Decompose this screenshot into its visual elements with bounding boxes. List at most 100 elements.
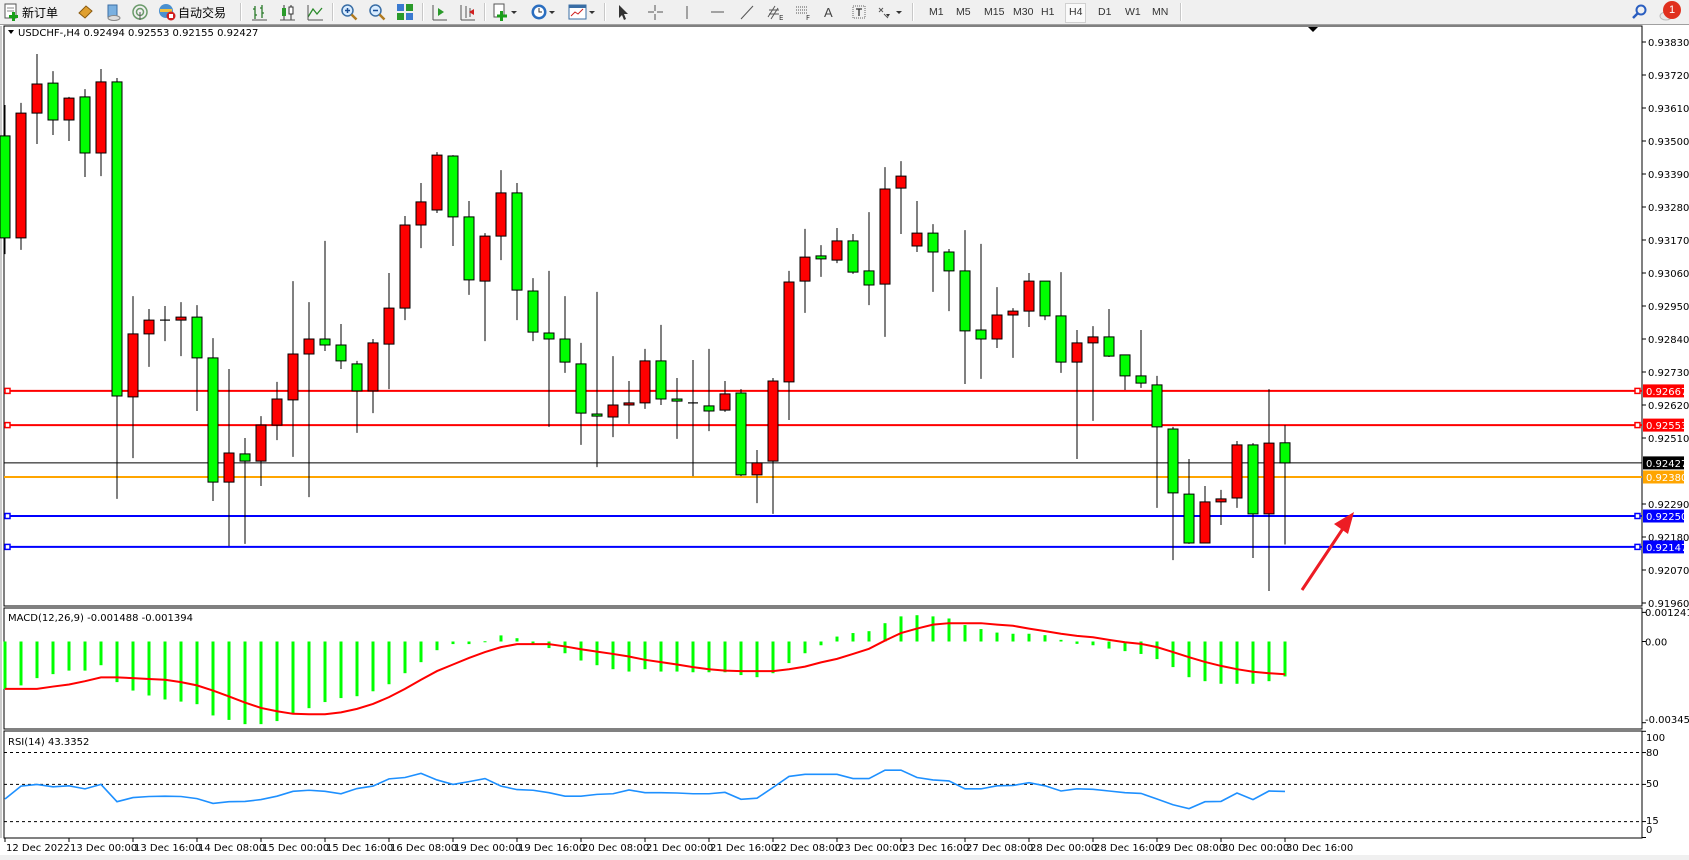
candle bbox=[1103, 309, 1115, 357]
timeframe-h1[interactable]: H1 bbox=[1041, 6, 1055, 18]
candle bbox=[207, 338, 219, 501]
candle bbox=[15, 102, 27, 250]
templates-icon bbox=[568, 3, 596, 21]
text-label-button[interactable] bbox=[850, 2, 868, 22]
price-tick-label: 0.92180 bbox=[1648, 533, 1689, 544]
time-axis-label: 13 Dec 00:00 bbox=[70, 843, 137, 854]
timeframe-mn[interactable]: MN bbox=[1152, 6, 1169, 18]
search-button[interactable] bbox=[1630, 2, 1648, 22]
candle bbox=[959, 230, 971, 384]
zoom-in-icon bbox=[340, 3, 358, 21]
new-order-button[interactable]: 新订单 bbox=[4, 2, 58, 22]
vertical-line-button[interactable] bbox=[678, 2, 696, 22]
candle-body bbox=[767, 380, 779, 462]
line-handle bbox=[1634, 421, 1641, 429]
macd-histogram-bar bbox=[355, 641, 359, 697]
timeframe-d1[interactable]: D1 bbox=[1098, 6, 1112, 18]
notification-count-badge: 1 bbox=[1663, 1, 1681, 19]
timeframe-h4[interactable]: H4 bbox=[1065, 3, 1087, 23]
horizontal-line-button[interactable] bbox=[708, 2, 726, 22]
macd-histogram-bar bbox=[1075, 641, 1079, 644]
tile-windows-button[interactable] bbox=[396, 2, 414, 22]
indicators-dropdown[interactable] bbox=[492, 2, 518, 22]
macd-histogram-bar bbox=[323, 641, 327, 703]
status-strip bbox=[0, 855, 1689, 860]
candle bbox=[1215, 489, 1227, 525]
candle bbox=[863, 212, 875, 306]
arrows-dropdown[interactable] bbox=[876, 2, 904, 22]
macd-histogram-bar bbox=[387, 641, 391, 685]
candle bbox=[79, 89, 91, 177]
macd-histogram-bar bbox=[675, 641, 679, 672]
price-label-box bbox=[1643, 509, 1684, 523]
macd-histogram-bar bbox=[115, 641, 119, 683]
signals-button[interactable] bbox=[131, 2, 149, 22]
timeframe-m5[interactable]: M5 bbox=[956, 6, 971, 18]
candle bbox=[943, 249, 955, 312]
candle bbox=[671, 378, 683, 439]
zoom-out-icon bbox=[368, 3, 386, 21]
timeframe-m15[interactable]: M15 bbox=[984, 6, 1005, 18]
crosshair-icon bbox=[646, 3, 664, 21]
line-chart-button[interactable] bbox=[306, 2, 324, 22]
macd-histogram-bar bbox=[723, 641, 727, 673]
macd-histogram-bar bbox=[819, 641, 823, 646]
text-button[interactable]: A bbox=[824, 2, 833, 22]
fibo-expansion-letter: E bbox=[779, 14, 783, 21]
candle-body bbox=[1007, 310, 1019, 316]
auto-scroll-button[interactable] bbox=[430, 2, 448, 22]
candle-body bbox=[1167, 428, 1179, 494]
auto-trading-button[interactable]: 自动交易 bbox=[158, 2, 226, 22]
candle-body bbox=[303, 338, 315, 355]
templates-dropdown[interactable] bbox=[568, 2, 596, 22]
candle-body bbox=[79, 96, 91, 154]
candle bbox=[1055, 272, 1067, 373]
time-axis-label: 30 Dec 00:00 bbox=[1222, 843, 1289, 854]
trend-line-button[interactable] bbox=[738, 2, 756, 22]
chart-shift-icon bbox=[458, 3, 476, 21]
candle bbox=[1183, 459, 1195, 544]
price-label-text: 0.92427 bbox=[1646, 459, 1687, 470]
price-label-text: 0.92250 bbox=[1646, 512, 1687, 523]
macd-histogram-bar bbox=[435, 641, 439, 651]
chart-shift-button[interactable] bbox=[458, 2, 476, 22]
macd-histogram-bar bbox=[883, 623, 887, 642]
time-axis-label: 19 Dec 16:00 bbox=[518, 843, 585, 854]
price-tick-label: 0.93830 bbox=[1648, 38, 1689, 49]
fibo-retracement-button[interactable]: F bbox=[794, 2, 814, 22]
candle-body bbox=[399, 224, 411, 309]
bar-chart-button[interactable] bbox=[250, 2, 268, 22]
candle-body bbox=[735, 392, 747, 476]
macd-histogram-bar bbox=[419, 641, 423, 663]
chart-canvas[interactable]: 0.93830 0.93720 0.93610 0.93500 0.93390 0.932… bbox=[0, 25, 1689, 860]
timeframe-w1[interactable]: W1 bbox=[1125, 6, 1141, 18]
candle-body bbox=[1071, 342, 1083, 363]
cursor-button[interactable] bbox=[614, 2, 632, 22]
candle bbox=[1007, 308, 1019, 358]
price-tick-label: 0.92840 bbox=[1648, 335, 1689, 346]
data-window-button[interactable] bbox=[104, 2, 122, 22]
macd-histogram-bar bbox=[483, 641, 487, 643]
zoom-in-button[interactable] bbox=[340, 2, 358, 22]
timeframe-m30[interactable]: M30 bbox=[1013, 6, 1034, 18]
line-handle bbox=[4, 543, 11, 551]
crosshair-button[interactable] bbox=[646, 2, 664, 22]
macd-histogram-bar bbox=[595, 641, 599, 666]
fibo-expansion-button[interactable]: E bbox=[766, 2, 786, 22]
search-icon bbox=[1630, 3, 1648, 21]
candle-body bbox=[943, 251, 955, 272]
zoom-out-button[interactable] bbox=[368, 2, 386, 22]
candlestick-button[interactable] bbox=[278, 2, 296, 22]
candle bbox=[543, 270, 555, 427]
timeframe-m1[interactable]: M1 bbox=[929, 6, 944, 18]
candle bbox=[399, 216, 411, 321]
macd-histogram-bar bbox=[83, 641, 87, 671]
periods-dropdown[interactable] bbox=[530, 2, 556, 22]
rsi-label: RSI(14) 43.3352 bbox=[8, 737, 89, 748]
line-handle bbox=[4, 512, 11, 520]
candle-body bbox=[815, 255, 827, 260]
candle bbox=[1039, 280, 1051, 321]
candle-body bbox=[415, 201, 427, 226]
macd-histogram-bar bbox=[995, 632, 999, 642]
market-watch-button[interactable] bbox=[76, 2, 94, 22]
